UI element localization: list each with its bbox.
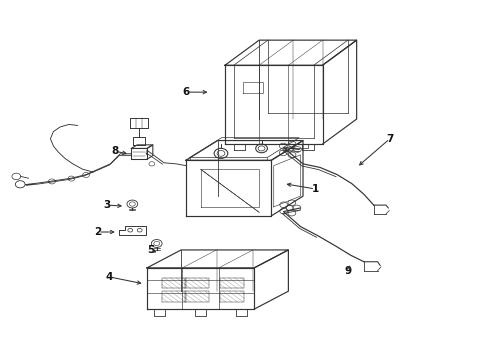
Text: 9: 9: [344, 266, 351, 276]
Text: 3: 3: [103, 200, 110, 210]
Text: 6: 6: [182, 87, 189, 97]
Text: 7: 7: [386, 134, 393, 144]
Text: 2: 2: [94, 227, 102, 237]
Text: 8: 8: [111, 146, 119, 156]
Text: 4: 4: [105, 272, 112, 282]
Text: 1: 1: [311, 184, 318, 194]
Text: 5: 5: [147, 245, 154, 255]
